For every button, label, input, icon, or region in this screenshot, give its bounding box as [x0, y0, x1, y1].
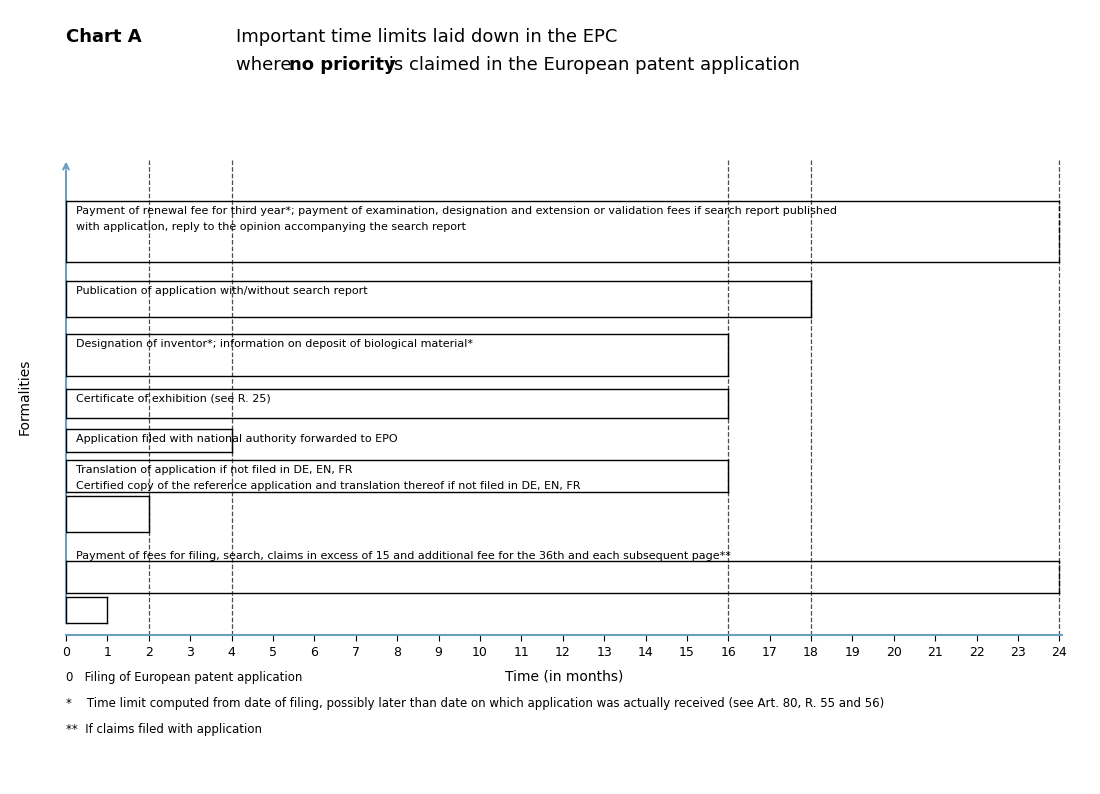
Text: Payment of fees for filing, search, claims in excess of 15 and additional fee fo: Payment of fees for filing, search, clai… — [76, 551, 732, 561]
Text: Important time limits laid down in the EPC: Important time limits laid down in the E… — [236, 28, 618, 46]
Text: Translation of application if not filed in DE, EN, FR: Translation of application if not filed … — [76, 465, 353, 476]
Text: Publication of application with/without search report: Publication of application with/without … — [76, 286, 368, 296]
Text: no priority: no priority — [289, 56, 396, 74]
Text: 0   Filing of European patent application: 0 Filing of European patent application — [66, 671, 302, 684]
Text: Formalities: Formalities — [18, 359, 31, 435]
Text: is claimed in the European patent application: is claimed in the European patent applic… — [383, 56, 800, 74]
Text: Payment of renewal fee for third year*; payment of examination, designation and : Payment of renewal fee for third year*; … — [76, 206, 837, 216]
Text: with application, reply to the opinion accompanying the search report: with application, reply to the opinion a… — [76, 222, 466, 232]
Text: **  If claims filed with application: ** If claims filed with application — [66, 723, 262, 736]
Text: Certified copy of the reference application and translation thereof if not filed: Certified copy of the reference applicat… — [76, 481, 581, 491]
Text: Designation of inventor*; information on deposit of biological material*: Designation of inventor*; information on… — [76, 339, 473, 349]
Text: Application filed with national authority forwarded to EPO: Application filed with national authorit… — [76, 434, 398, 444]
X-axis label: Time (in months): Time (in months) — [505, 669, 623, 684]
Text: Certificate of exhibition (see R. 25): Certificate of exhibition (see R. 25) — [76, 394, 271, 403]
Text: where: where — [236, 56, 298, 74]
Text: *    Time limit computed from date of filing, possibly later than date on which : * Time limit computed from date of filin… — [66, 697, 884, 710]
Text: Chart A: Chart A — [66, 28, 142, 46]
